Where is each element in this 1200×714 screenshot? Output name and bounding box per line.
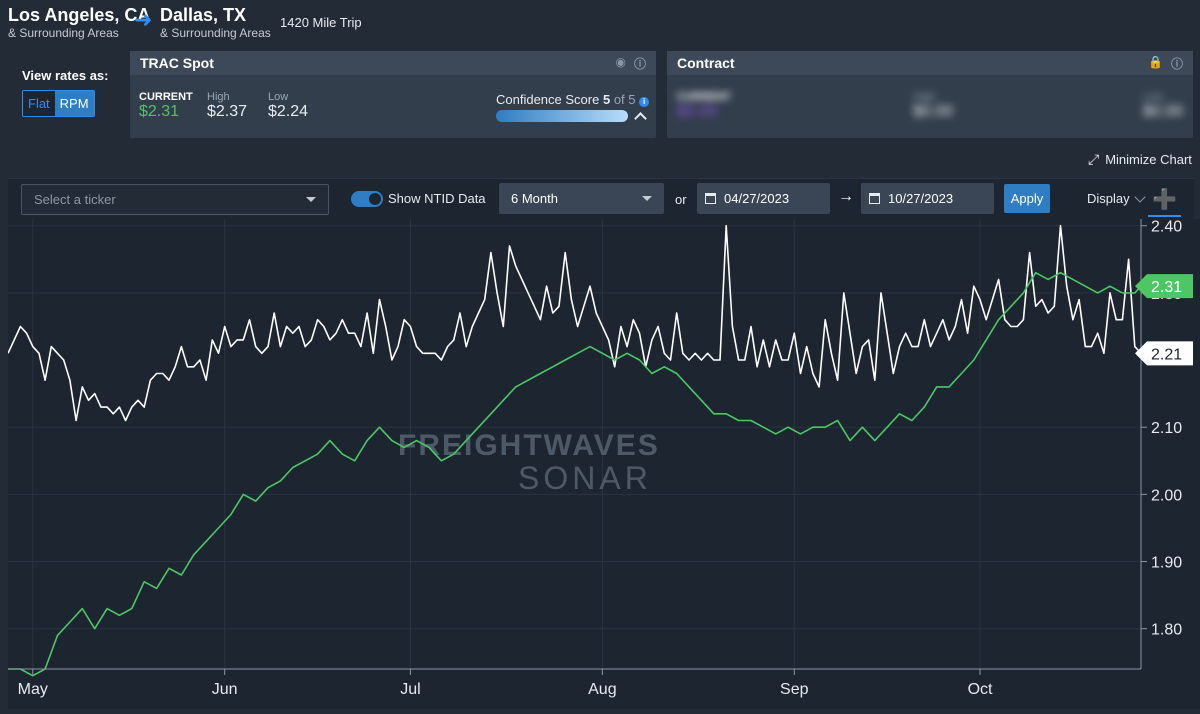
contract-high-value: $0.00 <box>913 103 954 120</box>
calendar-icon <box>705 193 716 204</box>
route-destination: Dallas, TX & Surrounding Areas <box>160 5 271 40</box>
contract-current-stat: CURRENT $0.00 <box>677 91 731 121</box>
contract-header: Contract 🔒 ⓘ <box>667 51 1193 75</box>
contract-low-stat: Low $0.00 <box>1143 91 1183 121</box>
chevron-up-icon[interactable] <box>634 112 647 125</box>
period-select[interactable]: 6 Month <box>499 183 664 214</box>
x-tick-label: Aug <box>588 681 616 698</box>
y-tick-label: 2.10 <box>1151 420 1182 437</box>
lock-icon: 🔒 <box>1148 54 1163 69</box>
spot-rate-line <box>7 224 1142 422</box>
arrow-right-icon: → <box>838 188 854 205</box>
current-value: $2.31 <box>139 103 180 120</box>
x-tick-label: Jul <box>400 681 420 698</box>
y-tick-label: 1.90 <box>1151 555 1182 572</box>
contract-current-label: CURRENT <box>677 91 731 103</box>
last-value-label: 2.31 <box>1151 279 1182 296</box>
trac-spot-card: TRAC Spot ◉ ⓘ CURRENT $2.31 High $2.37 L… <box>130 51 656 138</box>
current-label: CURRENT <box>139 91 193 103</box>
trip-distance: 1420 Mile Trip <box>280 15 362 30</box>
chart-series <box>7 224 1142 677</box>
confidence-of: of 5 <box>613 92 636 107</box>
info-icon[interactable]: ⓘ <box>1170 56 1183 71</box>
high-stat: High $2.37 <box>207 91 247 121</box>
low-value: $2.24 <box>268 103 309 120</box>
minimize-chart-label: Minimize Chart <box>1105 152 1192 167</box>
watermark: FREIGHTWAVES SONAR <box>398 429 660 496</box>
chevron-down-icon <box>1133 190 1146 203</box>
last-value-label: 2.21 <box>1151 346 1182 363</box>
ticker-placeholder: Select a ticker <box>34 192 116 207</box>
ntid-line <box>8 271 1142 677</box>
contract-card: Contract 🔒 ⓘ CURRENT $0.00 High $0.00 Lo… <box>667 51 1193 138</box>
destination-sub: & Surrounding Areas <box>160 26 271 40</box>
watermark-line1: FREIGHTWAVES <box>398 429 660 462</box>
display-label: Display <box>1087 191 1130 206</box>
contract-title: Contract <box>677 55 735 71</box>
confidence-value: 5 <box>602 92 611 107</box>
trac-spot-title: TRAC Spot <box>140 55 214 71</box>
watermark-line2: SONAR <box>518 460 652 496</box>
minimize-icon: ⤢ <box>1088 151 1100 167</box>
price-chart[interactable]: FREIGHTWAVES SONAR 2.402.302.102.001.901… <box>7 219 1200 709</box>
chart-area: FREIGHTWAVES SONAR 2.402.302.102.001.901… <box>7 219 1200 709</box>
start-date-value: 04/27/2023 <box>724 191 790 206</box>
caret-down-icon <box>306 197 316 202</box>
period-value: 6 Month <box>511 191 558 206</box>
view-rates-toggle: Flat RPM <box>22 90 95 117</box>
y-tick-label: 2.00 <box>1151 487 1182 504</box>
flat-option[interactable]: Flat <box>23 91 55 116</box>
x-tick-label: Jun <box>212 681 238 698</box>
last-value-badge <box>1135 274 1193 299</box>
view-rates-label: View rates as: <box>22 68 109 83</box>
info-icon[interactable]: ⓘ <box>633 56 646 71</box>
contract-current-value: $0.00 <box>677 103 718 120</box>
or-label: or <box>675 192 687 207</box>
end-date-input[interactable]: 10/27/2023 <box>861 183 994 214</box>
low-label: Low <box>268 91 289 103</box>
show-ntid-toggle[interactable] <box>351 191 383 207</box>
start-date-input[interactable]: 04/27/2023 <box>697 183 830 214</box>
last-value-labels: 2.21 2.31 <box>1135 274 1193 366</box>
eye-icon[interactable]: ◉ <box>615 54 626 69</box>
chart-grid <box>8 219 1141 669</box>
x-axis: May Jun Jul Aug Sep Oct <box>8 668 1141 698</box>
contract-low-value: $0.00 <box>1143 103 1184 120</box>
apply-button[interactable]: Apply <box>1004 184 1050 213</box>
contract-high-stat: High $0.00 <box>913 91 953 121</box>
x-tick-label: Oct <box>968 681 993 698</box>
x-tick-label: May <box>18 681 48 698</box>
origin-city: Los Angeles, CA <box>8 5 151 25</box>
destination-city: Dallas, TX <box>160 5 247 25</box>
y-tick-label: 1.80 <box>1151 622 1182 639</box>
last-value-badge <box>1135 341 1193 366</box>
x-tick-label: Sep <box>780 681 809 698</box>
origin-sub: & Surrounding Areas <box>8 26 119 40</box>
y-tick-label: 2.40 <box>1151 219 1182 236</box>
confidence-info-icon[interactable]: i <box>639 97 650 107</box>
rpm-option[interactable]: RPM <box>54 91 94 116</box>
high-label: High <box>207 91 230 103</box>
crosshair-icon[interactable]: ➕ <box>1148 184 1181 217</box>
current-stat: CURRENT $2.31 <box>139 91 193 121</box>
show-ntid-label: Show NTID Data <box>388 191 486 206</box>
ticker-select[interactable]: Select a ticker <box>21 184 329 215</box>
caret-down-icon <box>642 196 652 201</box>
contract-high-label: High <box>913 91 936 103</box>
trac-spot-header: TRAC Spot ◉ ⓘ <box>130 51 656 75</box>
low-stat: Low $2.24 <box>268 91 308 121</box>
confidence-label: Confidence Score <box>496 92 600 107</box>
end-date-value: 10/27/2023 <box>888 191 954 206</box>
contract-low-label: Low <box>1143 91 1164 103</box>
route-origin: Los Angeles, CA & Surrounding Areas <box>8 5 150 40</box>
confidence-bar <box>496 110 628 122</box>
minimize-chart-button[interactable]: ⤢ Minimize Chart <box>1088 151 1192 168</box>
arrow-right-icon: ➜ <box>134 7 153 32</box>
high-value: $2.37 <box>207 103 248 120</box>
calendar-icon <box>869 193 880 204</box>
confidence-score: Confidence Score 5 of 5 i <box>496 92 650 107</box>
display-menu[interactable]: Display <box>1087 190 1146 206</box>
